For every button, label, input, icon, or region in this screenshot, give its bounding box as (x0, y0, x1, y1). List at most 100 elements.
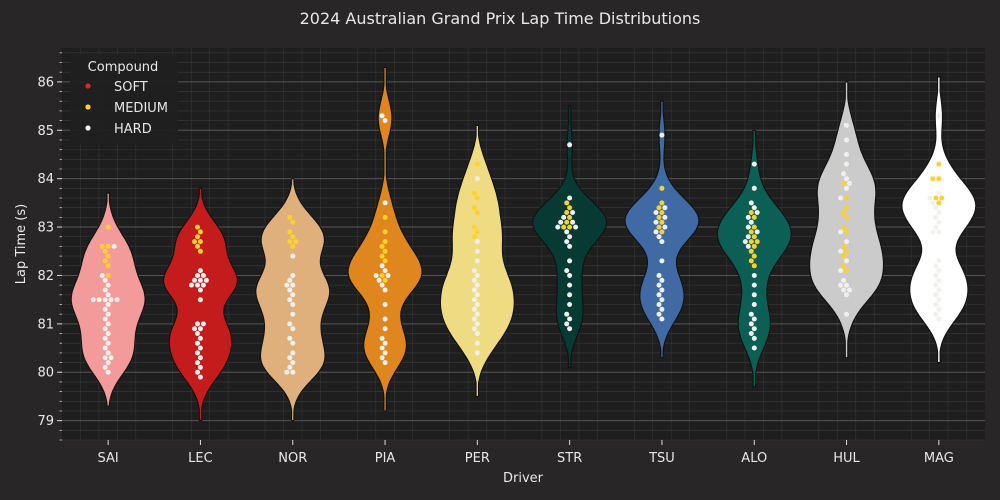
lap-point-tsu-hard (656, 273, 662, 278)
lap-point-pia-hard (379, 355, 385, 361)
lap-point-mag-hard (936, 258, 942, 264)
lap-point-str-hard (564, 239, 570, 245)
lap-point-mag-hard (936, 287, 942, 293)
lap-point-tsu-hard (656, 302, 662, 307)
legend-title: Compound (88, 60, 159, 75)
lap-point-pia-hard (382, 118, 388, 124)
lap-point-alo-hard (748, 311, 754, 317)
lap-point-mag-medium (936, 176, 942, 182)
legend-marker-hard (85, 125, 91, 131)
lap-point-mag-hard (933, 214, 939, 220)
lap-point-mag-hard (936, 113, 942, 119)
lap-point-lec-hard (195, 360, 200, 366)
lap-point-pia-hard (382, 302, 388, 307)
lap-point-nor-hard (287, 297, 293, 303)
lap-point-mag-medium (939, 195, 945, 201)
lap-point-pia-hard (382, 350, 388, 356)
lap-point-mag-hard (933, 205, 939, 211)
lap-point-alo-hard (742, 239, 748, 245)
lap-point-nor-medium (290, 234, 296, 240)
lap-point-tsu-hard (659, 306, 665, 312)
lap-point-mag-hard (933, 273, 939, 278)
legend-marker-medium (85, 104, 91, 110)
x-tick-label: NOR (278, 451, 307, 466)
lap-point-mag-medium (936, 200, 942, 206)
lap-point-sai-medium (105, 263, 111, 269)
lap-point-alo-hard (745, 224, 751, 230)
lap-point-mag-hard (936, 268, 942, 274)
lap-point-sai-medium (99, 243, 105, 249)
chart-title: 2024 Australian Grand Prix Lap Time Dist… (300, 9, 701, 28)
lap-point-tsu-medium (659, 185, 665, 191)
lap-point-nor-hard (290, 326, 296, 332)
lap-point-sai-hard (105, 302, 111, 307)
violin-lec (162, 187, 238, 422)
lap-point-tsu-medium (659, 219, 665, 225)
lap-point-sai-medium (105, 273, 111, 278)
lap-point-lec-medium (197, 229, 203, 235)
y-tick-label: 82 (37, 269, 54, 284)
lap-point-str-hard (561, 214, 567, 220)
lap-point-hul-hard (847, 287, 852, 293)
lap-point-sai-hard (105, 369, 111, 375)
lap-point-per-medium (474, 161, 480, 167)
lap-point-nor-hard (287, 355, 293, 361)
legend-label-soft: SOFT (114, 80, 148, 95)
lap-point-alo-hard (751, 292, 757, 298)
lap-point-tsu-hard (659, 277, 665, 283)
x-tick-label: LEC (188, 451, 213, 466)
lap-point-sai-hard (90, 297, 96, 303)
lap-point-mag-hard (936, 297, 942, 303)
x-tick-label: PER (465, 451, 490, 466)
lap-point-hul-hard (838, 268, 844, 274)
x-tick-label: PIA (375, 451, 396, 466)
lap-point-mag-medium (936, 161, 942, 167)
y-tick-label: 85 (37, 124, 54, 139)
lap-point-nor-medium (290, 219, 296, 225)
lap-point-mag-hard (930, 200, 936, 206)
lap-point-sai-hard (105, 360, 111, 366)
y-tick-label: 83 (37, 221, 54, 236)
lap-point-str-hard (570, 210, 576, 215)
y-tick-label: 84 (37, 172, 54, 187)
lap-point-lec-hard (195, 350, 200, 356)
lap-point-lec-medium (197, 239, 203, 245)
lap-point-per-hard (474, 350, 480, 356)
lap-point-pia-medium (379, 243, 385, 249)
lap-point-per-medium (471, 234, 477, 240)
lap-point-mag-hard (936, 316, 942, 322)
lap-point-hul-medium (841, 181, 847, 186)
lap-point-str-hard (558, 219, 564, 225)
lap-point-pia-medium (379, 253, 385, 259)
lap-point-per-hard (474, 239, 480, 245)
lap-point-lec-hard (195, 321, 200, 327)
lap-point-pia-hard (382, 360, 388, 366)
lap-point-sai-hard (99, 273, 105, 278)
lap-point-per-medium (474, 195, 480, 201)
lap-point-hul-medium (844, 214, 849, 220)
lap-point-tsu-medium (656, 214, 662, 220)
lap-point-lec-medium (197, 248, 203, 254)
lap-point-mag-hard (933, 282, 939, 288)
lap-point-pia-hard (382, 326, 388, 332)
lap-point-per-hard (471, 326, 477, 332)
x-axis-label: Driver (503, 471, 544, 486)
lap-point-sai-hard (105, 311, 111, 317)
lap-point-pia-medium (382, 248, 388, 254)
lap-point-alo-medium (751, 224, 757, 230)
lap-point-pia-hard (385, 273, 391, 278)
lap-point-nor-hard (287, 364, 293, 370)
lap-point-alo-hard (748, 200, 754, 206)
lap-point-alo-hard (745, 243, 751, 249)
lap-point-alo-hard (751, 326, 757, 332)
lap-point-mag-hard (936, 210, 942, 215)
lap-point-per-hard (474, 282, 480, 288)
lap-point-str-hard (567, 195, 573, 201)
lap-point-nor-hard (290, 340, 296, 346)
lap-point-str-hard (564, 311, 570, 317)
lap-point-sai-hard (111, 243, 117, 249)
lap-point-sai-hard (96, 297, 102, 303)
lap-point-lec-hard (195, 340, 200, 346)
lap-point-mag-hard (927, 195, 933, 201)
lap-point-lec-hard (195, 369, 200, 375)
